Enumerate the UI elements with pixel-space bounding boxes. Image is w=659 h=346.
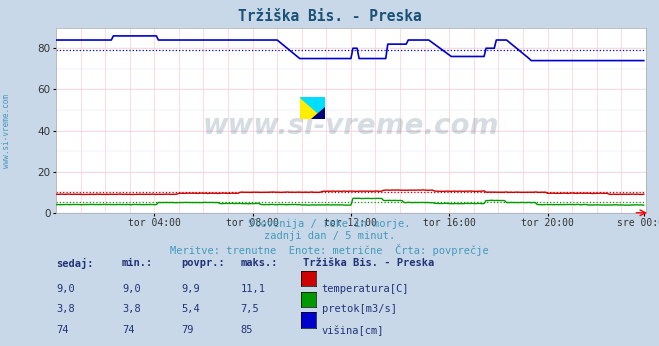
Text: povpr.:: povpr.: bbox=[181, 258, 225, 268]
Text: Slovenija / reke in morje.: Slovenija / reke in morje. bbox=[248, 219, 411, 229]
Text: 3,8: 3,8 bbox=[56, 304, 74, 315]
Text: 85: 85 bbox=[241, 325, 253, 335]
Polygon shape bbox=[311, 107, 325, 119]
Text: 9,0: 9,0 bbox=[56, 284, 74, 294]
Text: višina[cm]: višina[cm] bbox=[322, 325, 384, 336]
Text: maks.:: maks.: bbox=[241, 258, 278, 268]
Text: Tržiška Bis. - Preska: Tržiška Bis. - Preska bbox=[303, 258, 434, 268]
Text: temperatura[C]: temperatura[C] bbox=[322, 284, 409, 294]
Polygon shape bbox=[300, 97, 325, 119]
Text: Meritve: trenutne  Enote: metrične  Črta: povprečje: Meritve: trenutne Enote: metrične Črta: … bbox=[170, 244, 489, 256]
Text: pretok[m3/s]: pretok[m3/s] bbox=[322, 304, 397, 315]
Text: Tržiška Bis. - Preska: Tržiška Bis. - Preska bbox=[238, 9, 421, 24]
Text: zadnji dan / 5 minut.: zadnji dan / 5 minut. bbox=[264, 231, 395, 241]
Text: 7,5: 7,5 bbox=[241, 304, 259, 315]
Text: 9,0: 9,0 bbox=[122, 284, 140, 294]
Text: 79: 79 bbox=[181, 325, 194, 335]
Polygon shape bbox=[300, 97, 325, 119]
Text: 74: 74 bbox=[122, 325, 134, 335]
Text: 11,1: 11,1 bbox=[241, 284, 266, 294]
Text: www.si-vreme.com: www.si-vreme.com bbox=[203, 112, 499, 140]
Text: 3,8: 3,8 bbox=[122, 304, 140, 315]
Text: min.:: min.: bbox=[122, 258, 153, 268]
Text: 5,4: 5,4 bbox=[181, 304, 200, 315]
Text: www.si-vreme.com: www.si-vreme.com bbox=[2, 94, 11, 169]
Text: sedaj:: sedaj: bbox=[56, 258, 94, 269]
Text: 9,9: 9,9 bbox=[181, 284, 200, 294]
Text: 74: 74 bbox=[56, 325, 69, 335]
